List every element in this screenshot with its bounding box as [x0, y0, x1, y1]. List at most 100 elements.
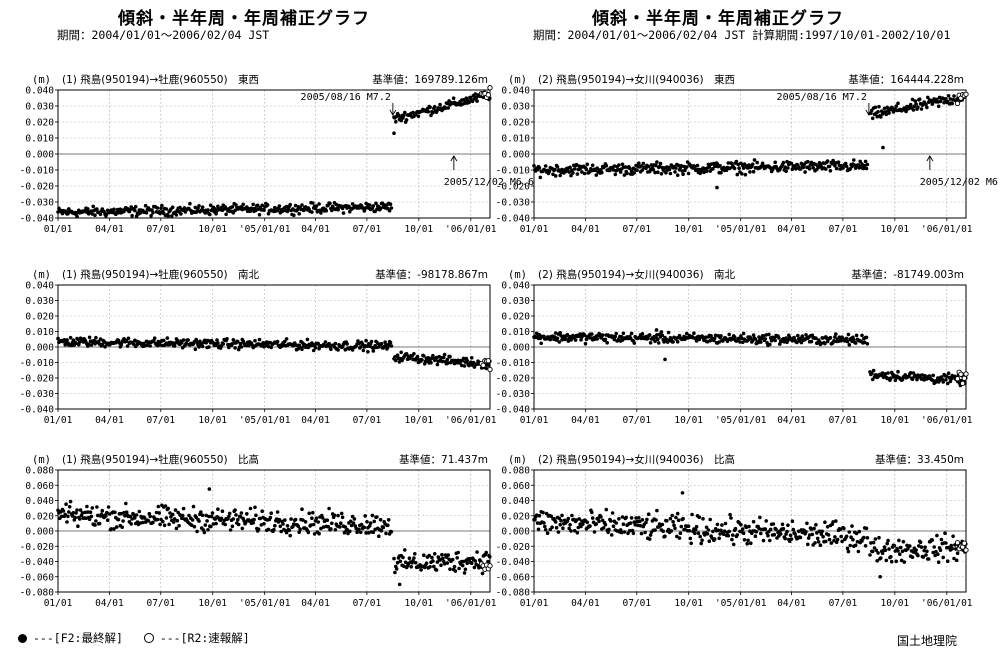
data-point-final	[805, 521, 809, 526]
data-point-final	[329, 347, 333, 352]
data-point-final	[718, 164, 722, 168]
data-point-final	[572, 167, 577, 171]
data-point-final	[914, 548, 918, 552]
data-point-final	[671, 520, 675, 524]
y-tick-label: -0.010	[496, 166, 531, 177]
data-point-final	[873, 537, 878, 541]
data-point-final	[663, 534, 667, 539]
data-point-final	[86, 510, 90, 514]
y-tick-label: -0.020	[20, 182, 55, 193]
data-point-final	[473, 92, 478, 96]
y-tick-label: 0.020	[25, 118, 54, 129]
data-point-final	[860, 333, 864, 338]
data-point-final	[604, 163, 609, 168]
plot-frame	[533, 284, 967, 410]
data-point-final	[590, 163, 595, 168]
data-point-final	[64, 502, 68, 507]
data-point-final	[61, 509, 66, 513]
data-point-final	[441, 355, 446, 360]
data-point-final	[151, 520, 155, 525]
data-point-final	[849, 535, 853, 539]
data-point-final	[704, 525, 709, 530]
data-point-final	[221, 342, 226, 346]
data-point-final	[726, 533, 731, 538]
data-point-final	[690, 512, 694, 517]
data-point-final	[739, 522, 743, 527]
data-point-final	[944, 541, 948, 545]
data-point-final	[713, 333, 718, 338]
data-point-final	[715, 162, 720, 166]
data-point-final	[608, 168, 612, 173]
data-point-final	[671, 340, 675, 344]
data-point-final	[287, 528, 292, 532]
data-point-final	[206, 208, 210, 212]
data-point-final	[854, 333, 859, 338]
data-point-final	[897, 538, 901, 543]
data-point-final	[143, 203, 148, 208]
data-point-final	[158, 343, 162, 347]
data-point-final	[567, 526, 571, 531]
data-point-final	[939, 537, 944, 542]
data-point-final	[284, 530, 289, 535]
plot-frame	[57, 284, 491, 410]
y-tick-label: -0.080	[496, 588, 531, 599]
data-point-final	[746, 166, 750, 170]
chart-unit-label: (m)	[508, 454, 527, 466]
data-point-final	[743, 172, 748, 177]
data-point-final	[931, 373, 935, 378]
data-point-final	[84, 516, 88, 520]
data-point-final	[556, 530, 561, 534]
data-point-final	[432, 104, 437, 109]
y-tick-label: -0.020	[496, 542, 531, 553]
data-point-final	[100, 342, 105, 347]
data-point-final	[617, 517, 621, 521]
data-point-final	[544, 511, 549, 516]
data-point-final	[543, 528, 548, 532]
data-point-final	[910, 555, 915, 559]
data-point-final	[749, 336, 753, 340]
data-point-final	[722, 529, 727, 533]
data-point-final	[389, 344, 394, 348]
data-point-final	[124, 501, 128, 506]
data-point-final	[195, 209, 199, 213]
y-tick-label: -0.030	[496, 198, 531, 209]
data-point-final	[487, 363, 491, 368]
x-tick-label: 07/01	[353, 598, 382, 609]
data-point-final	[894, 104, 898, 108]
data-point-final	[269, 345, 274, 350]
data-point-final	[840, 539, 844, 544]
data-point-final	[757, 335, 761, 339]
y-tick-label: 0.030	[501, 296, 530, 307]
data-point-final	[333, 528, 338, 532]
data-point-final	[751, 333, 756, 337]
data-point-final	[170, 512, 175, 517]
data-point-final	[689, 541, 693, 546]
y-tick-label: 0.000	[501, 527, 530, 538]
data-point-final	[752, 158, 757, 162]
data-point-final	[926, 95, 930, 100]
data-point-final	[262, 208, 266, 213]
data-point-final	[83, 510, 87, 515]
data-point-final	[603, 337, 608, 342]
data-point-final	[123, 513, 127, 518]
data-point-final	[921, 555, 926, 559]
data-point-final	[667, 167, 672, 172]
data-point-final	[930, 378, 935, 383]
data-point-final	[402, 564, 406, 568]
data-point-final	[106, 505, 111, 509]
data-point-final	[707, 539, 712, 543]
data-point-final	[543, 524, 547, 529]
data-point-final	[745, 541, 749, 546]
data-point-final	[854, 531, 859, 536]
data-point-final	[853, 543, 858, 548]
data-point-final	[906, 547, 910, 551]
data-point-final	[945, 374, 949, 379]
data-point-final	[357, 341, 361, 346]
data-point-final	[870, 549, 875, 554]
data-point-final	[812, 526, 816, 531]
x-tick-label: 07/01	[829, 598, 858, 609]
data-point-final	[227, 511, 232, 516]
data-point-final	[107, 512, 112, 516]
data-point-final	[317, 346, 321, 351]
data-point-final	[298, 527, 302, 531]
